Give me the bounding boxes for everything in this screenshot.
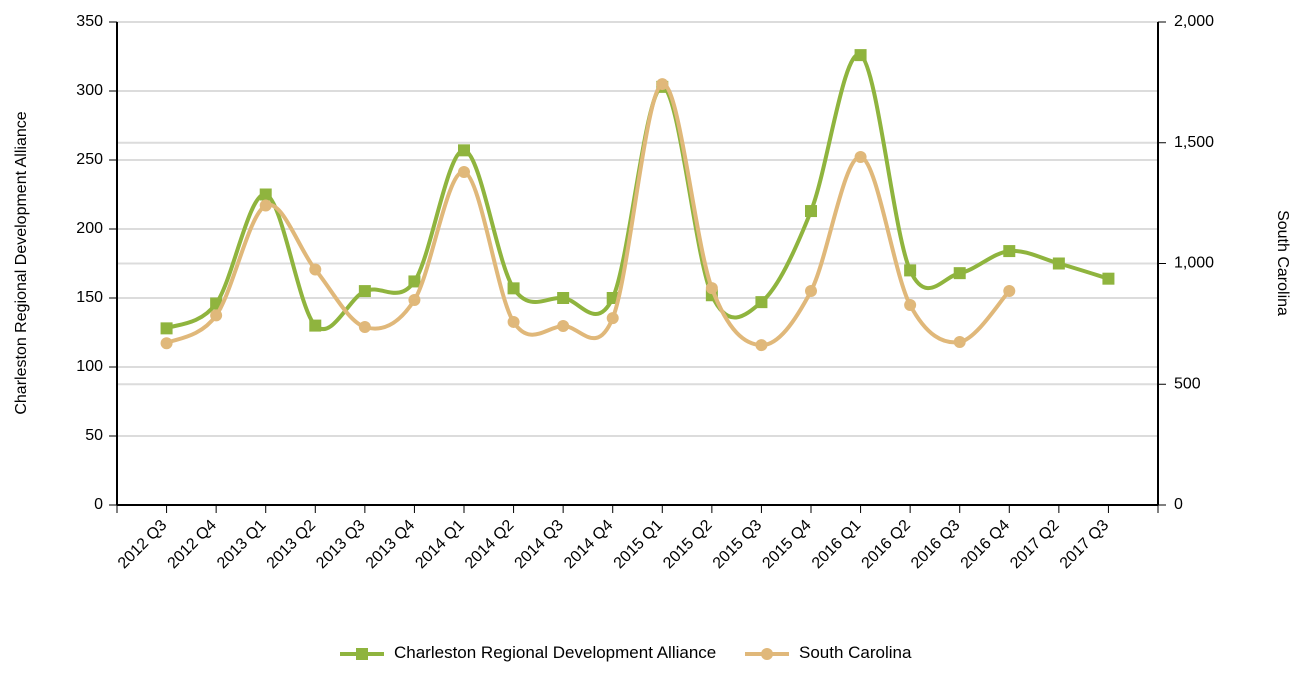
y-tick-label: 250 xyxy=(76,151,103,168)
legend-swatch xyxy=(745,648,789,660)
legend-marker xyxy=(356,648,368,660)
y-tick-label: 350 xyxy=(76,13,103,30)
marker xyxy=(755,339,768,352)
x-tick-label: 2015 Q3 xyxy=(710,517,766,573)
marker xyxy=(904,299,917,312)
series-line xyxy=(165,82,1011,348)
marker xyxy=(1102,272,1115,285)
legend-item: Charleston Regional Development Alliance xyxy=(340,642,716,666)
x-tick-label: 2013 Q2 xyxy=(264,517,320,573)
marker xyxy=(606,312,619,325)
grid xyxy=(117,21,1158,437)
marker xyxy=(606,292,619,304)
marker xyxy=(1003,245,1016,258)
marker xyxy=(160,337,173,350)
marker xyxy=(358,321,371,334)
x-tick-label: 2013 Q1 xyxy=(214,517,270,573)
marker xyxy=(557,320,570,333)
legend-item: South Carolina xyxy=(745,642,911,666)
y-tick-label: 100 xyxy=(76,358,103,375)
marker xyxy=(854,49,867,62)
marker xyxy=(557,292,570,304)
y-tick-label: 0 xyxy=(94,496,103,513)
marker xyxy=(358,285,371,298)
marker xyxy=(259,188,272,201)
x-tick-label: 2016 Q3 xyxy=(908,517,964,573)
x-tick-label: 2017 Q2 xyxy=(1007,517,1063,573)
marker xyxy=(1052,257,1065,270)
x-tick-label: 2014 Q2 xyxy=(462,517,518,573)
x-tick-label: 2016 Q4 xyxy=(958,517,1014,573)
x-tick-label: 2013 Q3 xyxy=(313,517,369,573)
chart: Charleston Regional Development Alliance… xyxy=(13,13,1291,573)
y-axis-title: Charleston Regional Development Alliance xyxy=(13,111,30,414)
marker xyxy=(507,315,520,328)
y2-tick-label: 1,500 xyxy=(1174,134,1214,151)
marker xyxy=(805,285,817,298)
x-tick-label: 2013 Q4 xyxy=(363,517,419,573)
y-tick-label: 150 xyxy=(76,289,103,306)
y2-tick-label: 500 xyxy=(1174,375,1201,392)
y2-tick-label: 0 xyxy=(1174,496,1183,513)
legend-label: Charleston Regional Development Alliance xyxy=(394,643,717,662)
x-tick-label: 2015 Q2 xyxy=(660,517,716,573)
marker xyxy=(507,282,520,295)
x-tick-label: 2015 Q1 xyxy=(611,517,667,573)
marker xyxy=(904,264,917,277)
marker xyxy=(458,144,470,157)
marker xyxy=(309,263,322,276)
marker xyxy=(259,199,272,212)
x-tick-label: 2016 Q2 xyxy=(859,517,915,573)
marker xyxy=(656,78,669,91)
legend-label: South Carolina xyxy=(799,643,912,662)
marker xyxy=(458,165,470,178)
x-tick-label: 2012 Q4 xyxy=(165,517,221,573)
x-tick-label: 2012 Q3 xyxy=(115,517,171,573)
marker xyxy=(705,282,718,295)
x-tick-label: 2017 Q3 xyxy=(1057,517,1113,573)
marker xyxy=(805,205,817,218)
y-tick-label: 300 xyxy=(76,82,103,99)
x-tick-label: 2016 Q1 xyxy=(809,517,865,573)
legend-marker xyxy=(761,648,773,660)
x-tick-label: 2014 Q4 xyxy=(561,517,617,573)
y-tick-label: 200 xyxy=(76,220,103,237)
marker xyxy=(755,296,768,309)
marker xyxy=(309,319,322,332)
marker xyxy=(210,309,223,322)
marker xyxy=(160,322,173,335)
marker xyxy=(854,150,867,163)
x-tick-label: 2015 Q4 xyxy=(759,517,815,573)
marker xyxy=(408,275,421,288)
marker xyxy=(1003,285,1016,298)
x-tick-label: 2014 Q1 xyxy=(412,517,468,573)
marker xyxy=(953,335,966,348)
y2-tick-label: 2,000 xyxy=(1174,13,1214,30)
y2-tick-label: 1,000 xyxy=(1174,255,1214,272)
legend-swatch xyxy=(340,648,384,660)
x-tick-label: 2014 Q3 xyxy=(512,517,568,573)
y2-axis-title: South Carolina xyxy=(1274,210,1291,316)
marker xyxy=(408,293,421,306)
marker xyxy=(953,267,966,280)
y-tick-label: 50 xyxy=(85,427,103,444)
